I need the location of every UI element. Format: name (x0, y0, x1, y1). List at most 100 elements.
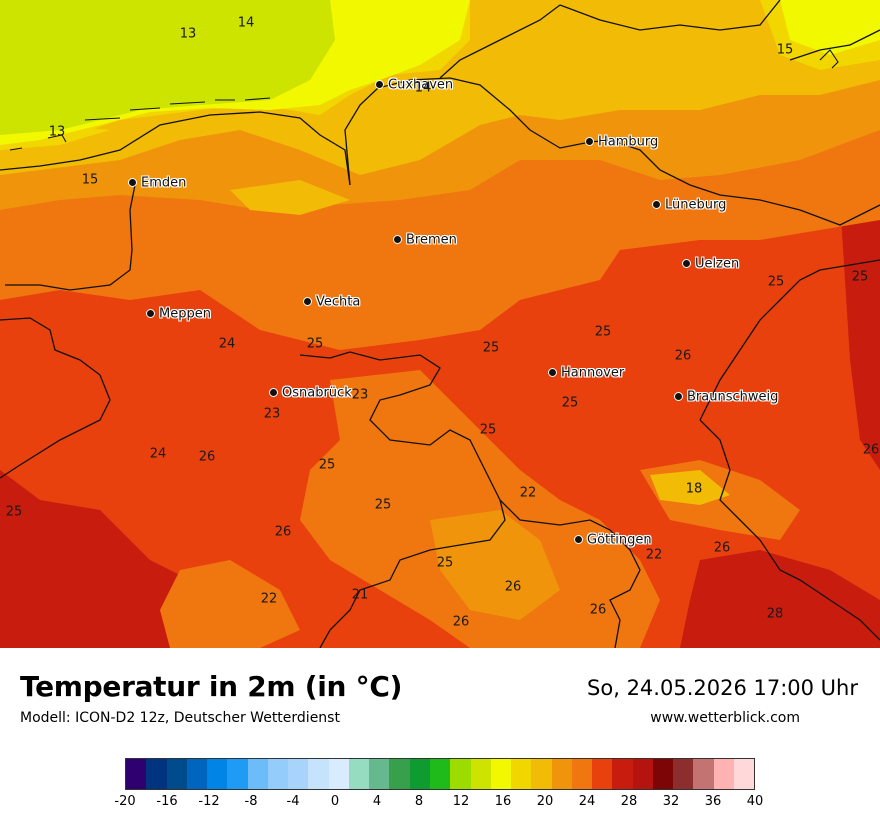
temperature-value-label: 25 (561, 395, 579, 411)
temperature-value-label: 25 (482, 340, 500, 356)
temperature-value-label: 13 (48, 124, 66, 140)
legend-color-swatch (348, 759, 370, 789)
city-marker-cuxhaven: Cuxhaven (375, 76, 453, 94)
city-dot-icon (585, 137, 594, 147)
temperature-value-label: 22 (645, 547, 663, 563)
city-name-label: Braunschweig (687, 389, 779, 405)
legend-color-swatch (389, 759, 410, 789)
legend-color-swatch (409, 759, 430, 789)
city-name-label: Hamburg (598, 134, 659, 150)
legend-tick-label: 32 (662, 794, 680, 809)
city-marker-emden: Emden (128, 174, 187, 192)
city-name-label: Vechta (316, 294, 361, 310)
city-name-label: Meppen (159, 306, 211, 322)
legend-color-swatch (186, 759, 208, 789)
city-dot-icon (652, 200, 661, 210)
legend-color-swatch (470, 759, 491, 789)
temperature-map: Cuxhaven Hamburg Emden Lüneburg Bremen Uelzen… (0, 0, 880, 648)
legend-tick-label: 0 (330, 794, 340, 809)
city-dot-icon (375, 80, 384, 90)
city-marker-göttingen: Göttingen (574, 531, 652, 549)
temperature-value-label: 26 (674, 348, 692, 364)
legend-tick-label: 40 (746, 794, 764, 809)
city-marker-bremen: Bremen (393, 231, 457, 249)
website-link[interactable]: www.wetterblick.com (650, 710, 800, 726)
temperature-value-label: 14 (414, 80, 432, 96)
city-marker-braunschweig: Braunschweig (674, 388, 779, 406)
legend-tick-label: -20 (114, 794, 136, 809)
legend-tick-label: 4 (372, 794, 382, 809)
legend-tick-label: -4 (286, 794, 300, 809)
legend-color-swatch (328, 759, 349, 789)
temperature-value-label: 25 (318, 457, 336, 473)
legend-color-swatch (207, 759, 228, 789)
city-name-label: Bremen (406, 232, 457, 248)
temperature-value-label: 25 (306, 336, 324, 352)
legend-color-swatch (369, 759, 390, 789)
legend-color-swatch (227, 759, 248, 789)
color-legend-ticks: -20 -16 -12 -8 -4 0 4 8 12 16 20 24 28 32 36 40 (114, 794, 763, 814)
temperature-value-label: 26 (198, 449, 216, 465)
city-dot-icon (674, 392, 683, 402)
city-name-label: Hannover (561, 365, 625, 381)
legend-color-swatch (288, 759, 309, 789)
temperature-value-label: 25 (851, 269, 869, 285)
legend-tick-label: 20 (536, 794, 554, 809)
temperature-value-label: 18 (685, 481, 703, 497)
legend-color-swatch (632, 759, 653, 789)
temperature-value-label: 26 (713, 540, 731, 556)
legend-tick-label: 8 (414, 794, 424, 809)
city-name-label: Uelzen (695, 256, 740, 272)
temperature-value-label: 25 (479, 422, 497, 438)
temperature-value-label: 13 (179, 26, 197, 42)
legend-tick-label: 16 (494, 794, 512, 809)
temperature-value-label: 25 (436, 555, 454, 571)
city-dot-icon (146, 309, 155, 319)
legend-color-swatch (126, 759, 147, 789)
legend-color-swatch (146, 759, 167, 789)
temperature-value-label: 23 (351, 387, 369, 403)
color-legend-bar (125, 758, 755, 790)
legend-color-swatch (490, 759, 512, 789)
legend-tick-label: 12 (452, 794, 470, 809)
legend-color-swatch (592, 759, 613, 789)
legend-color-swatch (511, 759, 532, 789)
city-dot-icon (548, 368, 557, 378)
city-name-label: Göttingen (587, 532, 652, 548)
city-marker-hannover: Hannover (548, 364, 625, 382)
legend-color-swatch (429, 759, 451, 789)
legend-color-swatch (612, 759, 633, 789)
legend-tick-label: -8 (244, 794, 258, 809)
temperature-value-label: 28 (766, 606, 784, 622)
forecast-datetime: So, 24.05.2026 17:00 Uhr (587, 676, 858, 700)
map-footer: Temperatur in 2m (in °C) Modell: ICON-D2… (0, 648, 880, 830)
city-marker-uelzen: Uelzen (682, 255, 740, 273)
temperature-value-label: 26 (274, 524, 292, 540)
temperature-value-label: 24 (149, 446, 167, 462)
temperature-value-label: 15 (776, 42, 794, 58)
city-name-label: Lüneburg (665, 197, 727, 213)
temperature-value-label: 24 (218, 336, 236, 352)
map-title: Temperatur in 2m (in °C) (20, 670, 403, 703)
temperature-value-label: 25 (594, 324, 612, 340)
city-dot-icon (574, 535, 583, 545)
temperature-value-label: 21 (351, 587, 369, 603)
city-marker-lüneburg: Lüneburg (652, 196, 727, 214)
city-dot-icon (269, 388, 278, 398)
legend-tick-label: 36 (704, 794, 722, 809)
temperature-value-label: 15 (81, 172, 99, 188)
city-name-label: Emden (141, 175, 187, 191)
temperature-value-label: 22 (519, 485, 537, 501)
city-dot-icon (682, 259, 691, 269)
legend-color-swatch (693, 759, 714, 789)
city-name-label: Osnabrück (282, 385, 352, 401)
temperature-value-label: 26 (589, 602, 607, 618)
legend-tick-label: 24 (578, 794, 596, 809)
city-dot-icon (303, 297, 312, 307)
legend-color-swatch (247, 759, 268, 789)
temperature-field (0, 0, 880, 648)
legend-color-swatch (551, 759, 572, 789)
temperature-value-label: 22 (260, 591, 278, 607)
legend-color-swatch (713, 759, 734, 789)
legend-color-swatch (450, 759, 471, 789)
